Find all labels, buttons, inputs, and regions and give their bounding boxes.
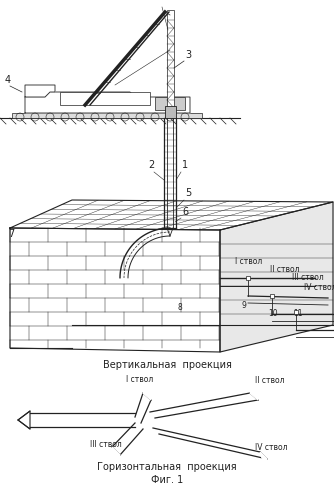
Bar [167,10,174,118]
Text: 7: 7 [8,229,14,239]
Text: I ствол: I ствол [126,375,154,384]
Text: 3: 3 [185,50,191,60]
Polygon shape [112,447,120,460]
Bar [155,97,185,110]
Polygon shape [250,388,258,400]
Polygon shape [10,200,333,230]
Text: Фиг. 1: Фиг. 1 [151,475,183,485]
Text: IV ствол: IV ствол [255,443,288,452]
Bar [270,294,274,298]
Bar [246,276,250,280]
Polygon shape [260,452,267,464]
Text: IV ствол: IV ствол [304,283,334,292]
Bar [294,310,298,314]
Text: 11: 11 [293,309,303,318]
Text: II ствол: II ствол [255,376,285,385]
Text: 10: 10 [268,309,278,318]
Text: 2: 2 [148,160,154,170]
Text: 6: 6 [182,207,188,217]
Bar [60,92,150,105]
Text: Вертикальная  проекция: Вертикальная проекция [103,360,231,370]
Text: 5: 5 [185,188,191,198]
Text: 1: 1 [182,160,188,170]
Text: II ствол: II ствол [270,265,300,274]
Text: 4: 4 [5,75,11,85]
Text: h: h [195,232,200,241]
Text: 8: 8 [178,303,183,312]
Text: I ствол: I ствол [235,257,262,266]
Polygon shape [18,411,30,429]
Polygon shape [143,388,151,400]
Polygon shape [220,202,333,352]
Text: III ствол: III ствол [90,440,122,449]
Polygon shape [10,228,220,352]
Polygon shape [25,92,190,113]
Text: III ствол: III ствол [292,273,324,282]
Bar [12,113,202,118]
Text: 9: 9 [242,301,247,310]
Bar [165,106,176,118]
Text: Горизонтальная  проекция: Горизонтальная проекция [97,462,237,472]
Polygon shape [25,85,55,97]
